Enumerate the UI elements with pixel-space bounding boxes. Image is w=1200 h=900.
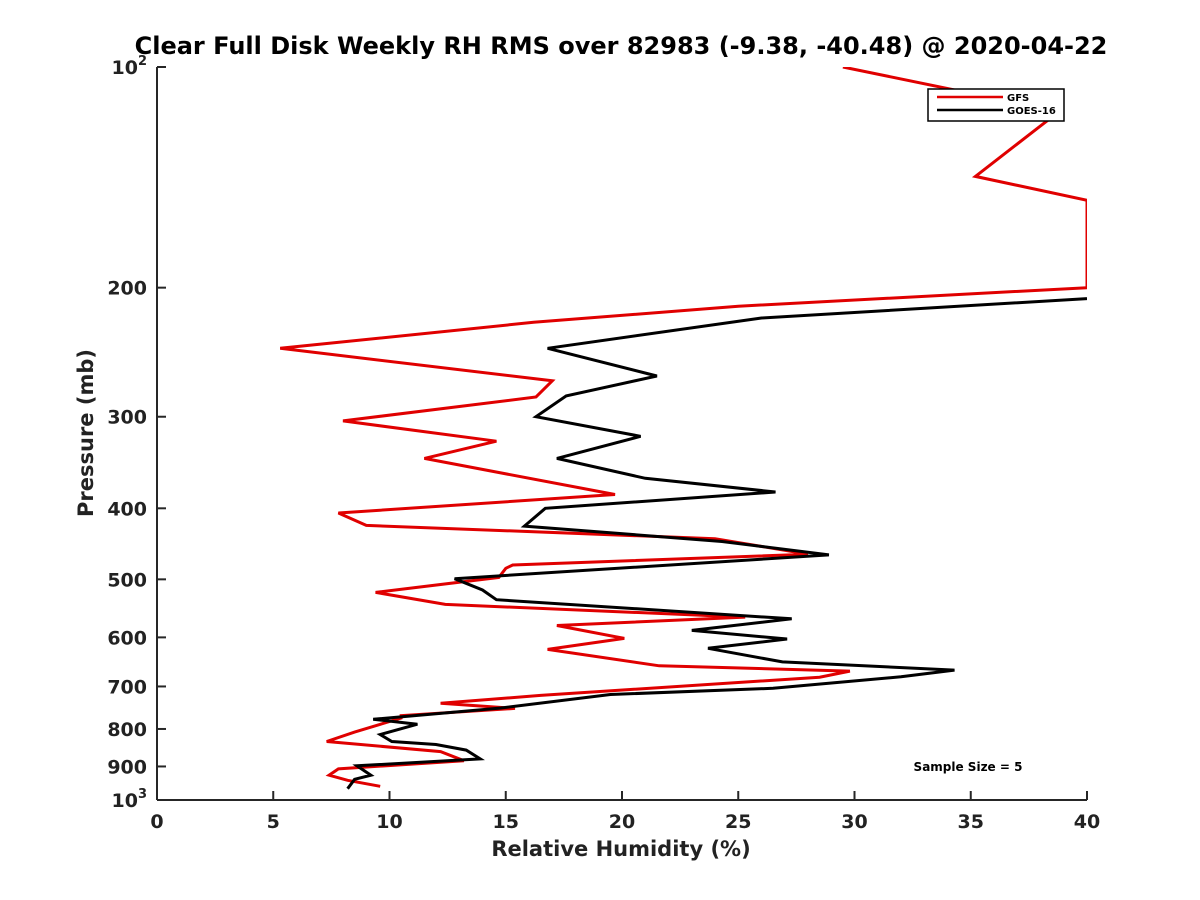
series-line-goes16 [346, 297, 1087, 790]
series-line-gfs [280, 67, 1087, 788]
x-tick-label: 35 [958, 811, 984, 833]
y-tick-label: 600 [107, 627, 147, 649]
y-tick-label: 300 [107, 407, 147, 429]
legend-label-goes16: GOES-16 [1007, 106, 1056, 117]
x-tick-label: 20 [609, 811, 635, 833]
chart-title: Clear Full Disk Weekly RH RMS over 82983… [135, 32, 1108, 60]
y-tick-label: 800 [107, 719, 147, 741]
x-tick-label: 25 [725, 811, 751, 833]
y-tick-label: 900 [107, 756, 147, 778]
x-tick-label: 40 [1074, 811, 1100, 833]
x-axis-label: Relative Humidity (%) [491, 837, 750, 861]
x-tick-label: 0 [150, 811, 163, 833]
legend: GFS GOES-16 [927, 88, 1065, 122]
sample-size-annotation: Sample Size = 5 [914, 760, 1023, 774]
y-tick-label: 200 [107, 278, 147, 300]
x-tick-label: 30 [841, 811, 867, 833]
y-axis-label: Pressure (mb) [74, 349, 98, 517]
legend-label-gfs: GFS [1007, 93, 1029, 104]
legend-box [927, 88, 1065, 122]
x-tick-label: 5 [267, 811, 280, 833]
x-tick-label: 10 [376, 811, 402, 833]
y-tick-label: 103 [112, 787, 148, 812]
x-tick-label: 15 [493, 811, 519, 833]
x-ticks: 0 5 10 15 20 25 30 35 40 [150, 791, 1100, 833]
y-tick-label: 400 [107, 498, 147, 520]
series-layer [280, 67, 1087, 790]
y-ticks: 102 200 300 400 500 600 700 800 900 103 [107, 54, 166, 812]
y-tick-label: 500 [107, 569, 147, 591]
y-tick-label: 700 [107, 676, 147, 698]
y-tick-label: 102 [112, 54, 148, 79]
